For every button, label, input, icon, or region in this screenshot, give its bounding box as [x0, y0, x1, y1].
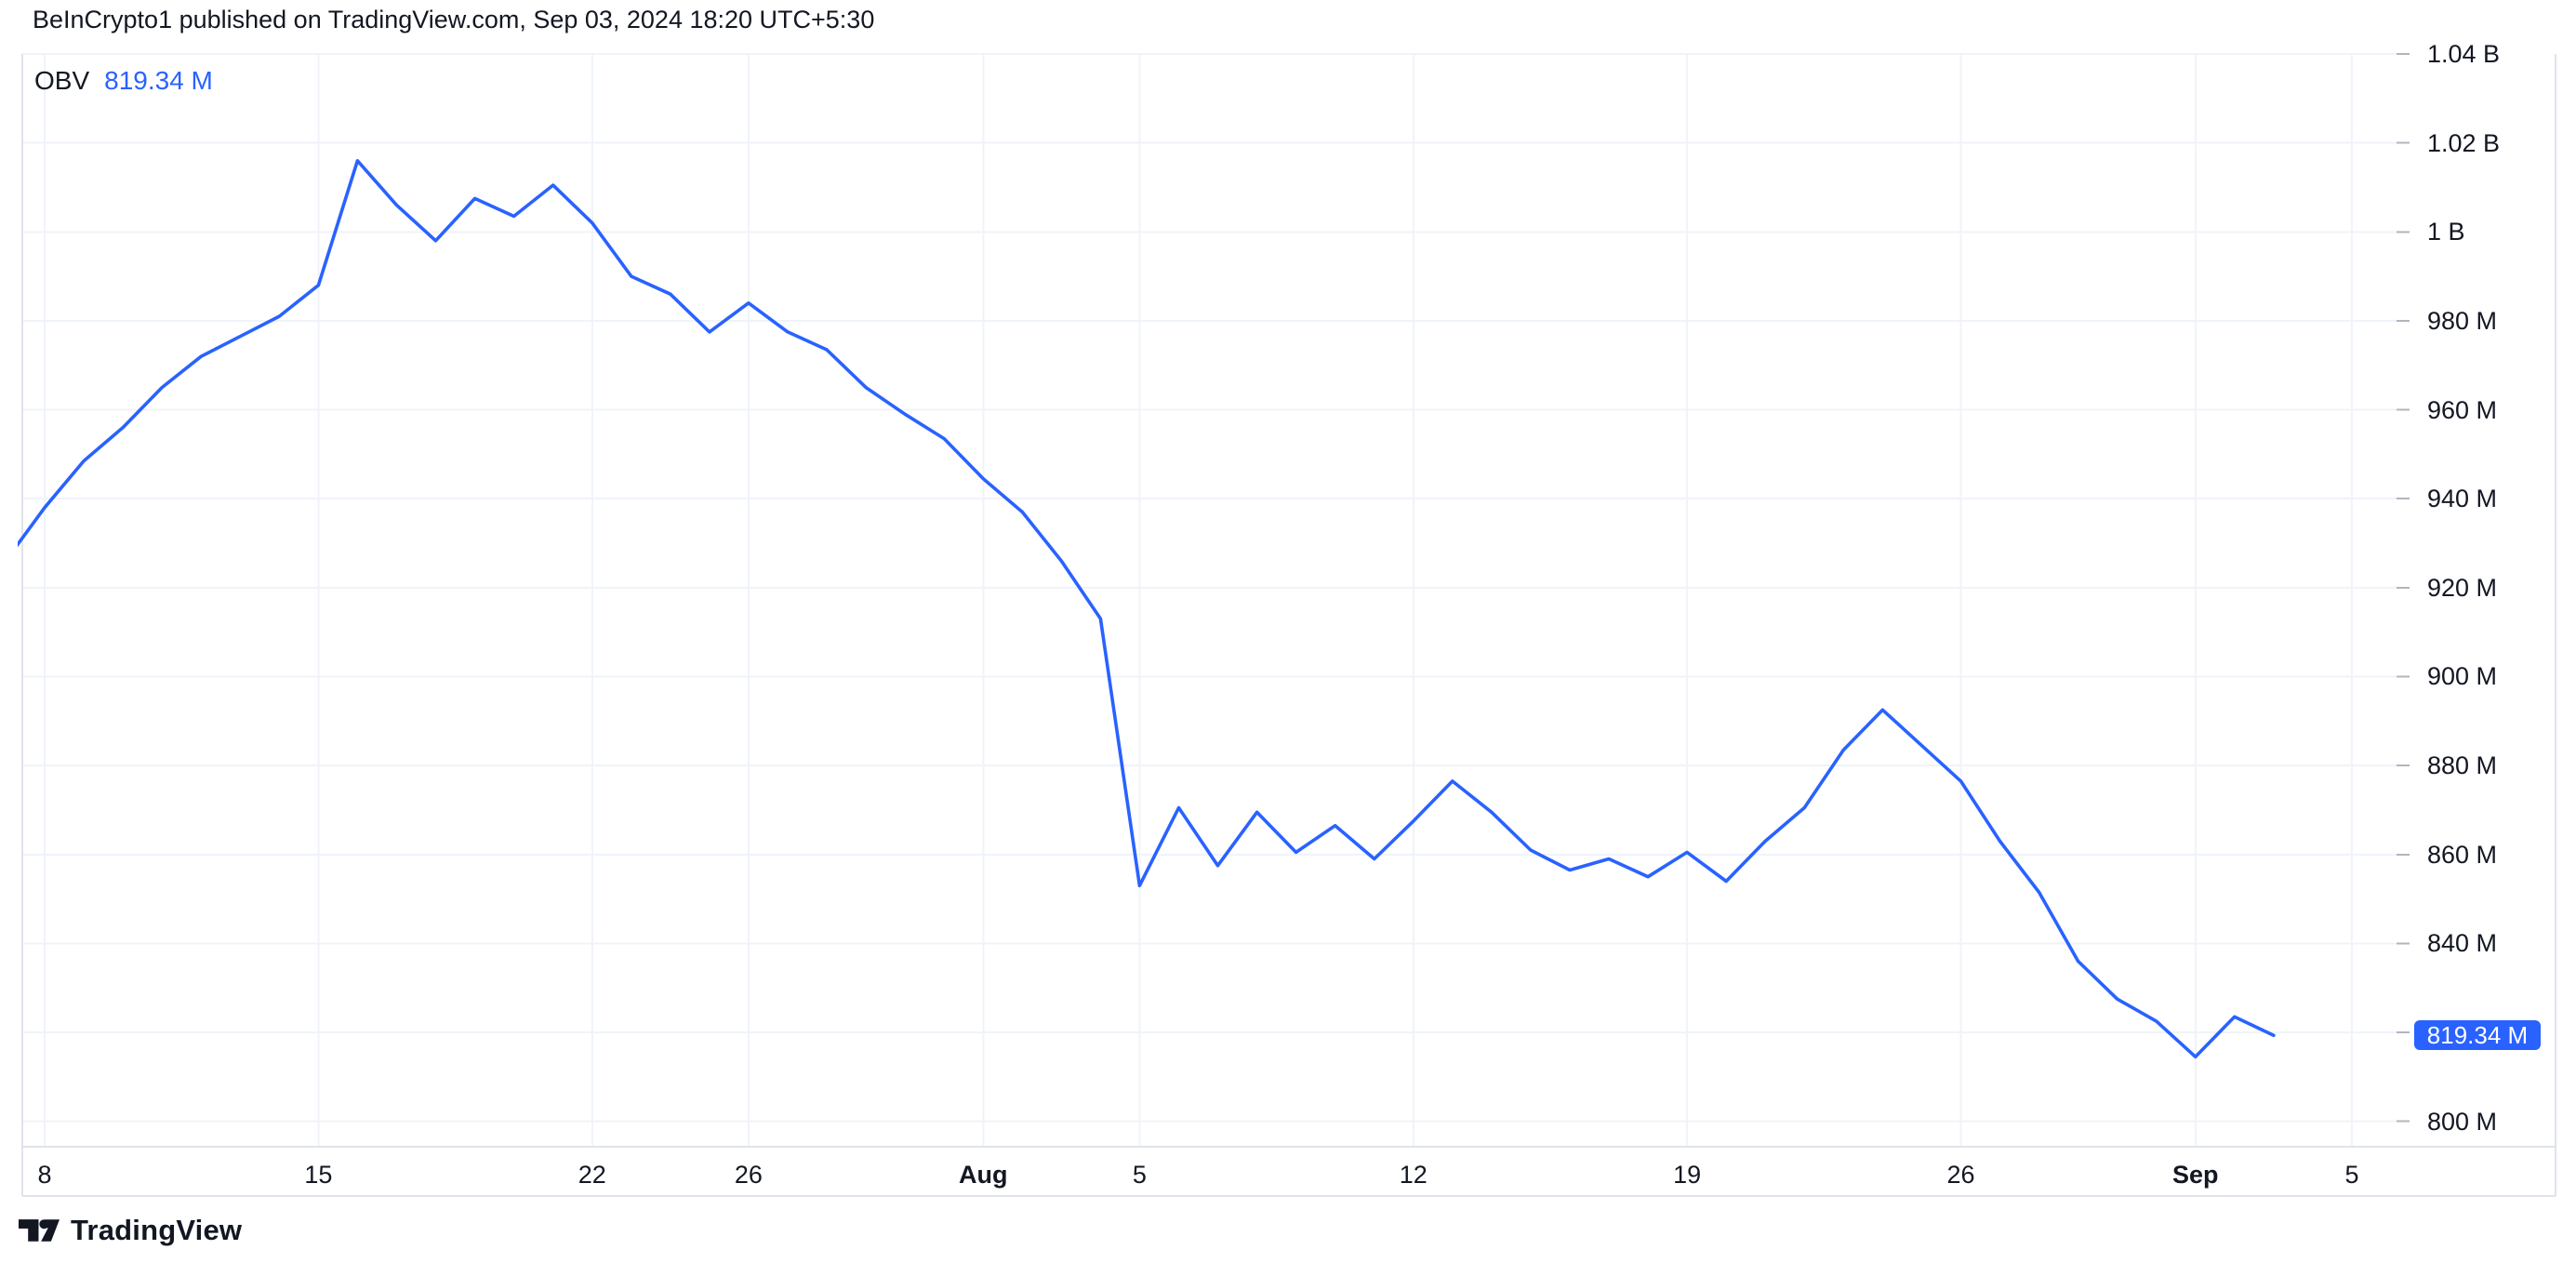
- attribution-text: BeInCrypto1 published on TradingView.com…: [33, 6, 875, 33]
- price-axis-label: 920 M: [2427, 573, 2498, 602]
- tradingview-logo-icon: [19, 1219, 60, 1242]
- price-axis-label: 960 M: [2427, 395, 2498, 424]
- price-axis-label: 1.04 B: [2427, 40, 2501, 68]
- footer-brand[interactable]: TradingView: [19, 1214, 242, 1247]
- time-axis-label: 5: [1132, 1161, 1147, 1189]
- indicator-value: 819.34 M: [104, 66, 213, 95]
- price-axis-label: 840 M: [2427, 929, 2498, 958]
- time-axis-label: Sep: [2172, 1161, 2219, 1189]
- price-axis-label: 800 M: [2427, 1107, 2498, 1136]
- time-axis-label: 19: [1673, 1161, 1702, 1189]
- time-axis-label: 8: [37, 1161, 52, 1189]
- time-axis-label: 12: [1399, 1161, 1427, 1189]
- time-axis-label: Aug: [959, 1161, 1008, 1189]
- price-axis-label: 880 M: [2427, 751, 2498, 780]
- time-axis-label: 26: [1946, 1161, 1975, 1189]
- indicator-legend: OBV 819.34 M: [34, 66, 213, 96]
- price-axis-label: 860 M: [2427, 840, 2498, 869]
- price-axis-label: 1 B: [2427, 218, 2465, 246]
- time-axis-label: 15: [304, 1161, 333, 1189]
- indicator-name: OBV: [34, 66, 90, 95]
- time-axis-label: 22: [578, 1161, 606, 1189]
- price-axis-label: 900 M: [2427, 662, 2498, 691]
- price-axis-label: 980 M: [2427, 306, 2498, 335]
- obv-line: [18, 159, 2276, 1059]
- price-axis-label: 1.02 B: [2427, 128, 2501, 157]
- last-price-badge: 819.34 M: [2414, 1020, 2541, 1051]
- price-axis-label: 940 M: [2427, 485, 2498, 513]
- time-axis-label: 5: [2344, 1161, 2359, 1189]
- tradingview-brand-text: TradingView: [71, 1214, 243, 1246]
- time-axis-label: 26: [734, 1161, 763, 1189]
